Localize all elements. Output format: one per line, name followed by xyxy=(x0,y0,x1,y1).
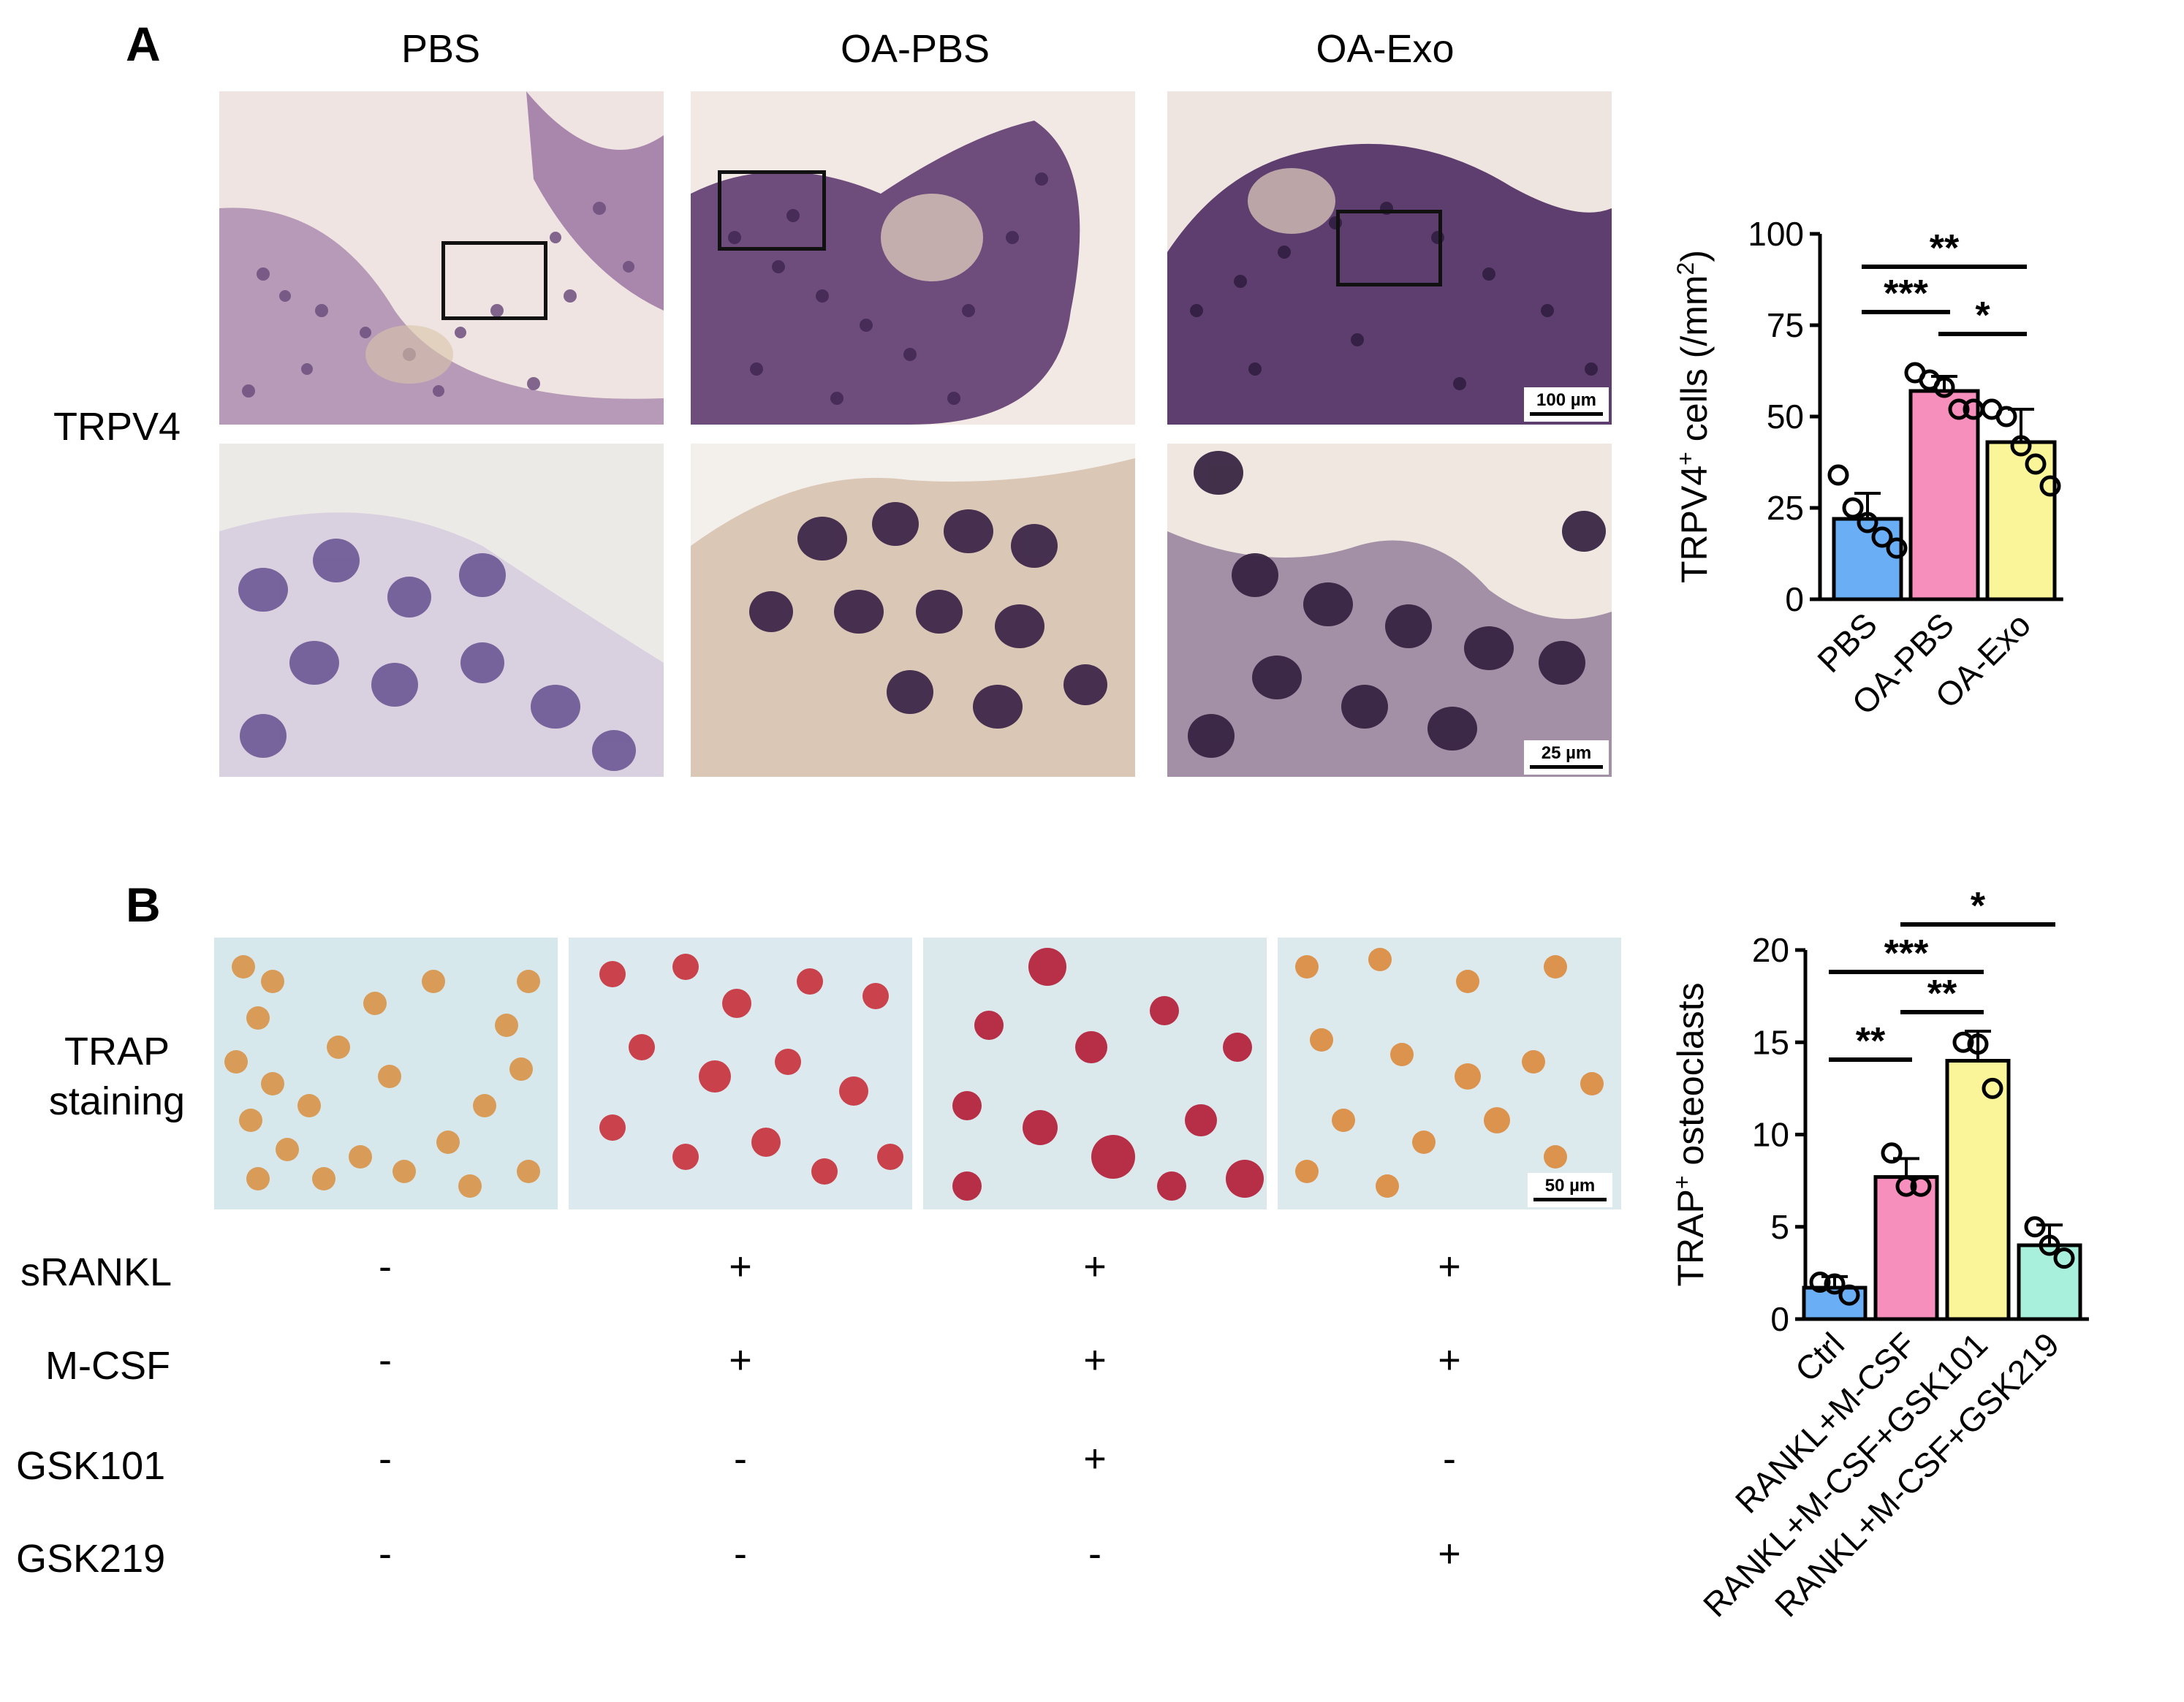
chartA-sig-label-2: * xyxy=(1975,295,1990,337)
chartB-point-1-2 xyxy=(1910,1175,1932,1197)
chartA-y-tick-label-3: 75 xyxy=(1767,306,1804,344)
chartA-y-axis-label: TRPV4+ cells (/mm2) xyxy=(1672,250,1715,583)
column-title-pbs: PBS xyxy=(401,27,481,71)
sign-mcsf-4: + xyxy=(1438,1338,1461,1382)
chartA-sig-label-0: ** xyxy=(1930,227,1960,270)
roi-box-pbs xyxy=(441,241,547,320)
micrograph-trap-ctrl xyxy=(214,938,558,1209)
chartA-point-2-3 xyxy=(2025,453,2047,475)
chartA-point-0-0 xyxy=(1827,464,1849,486)
sign-gsk219-2: - xyxy=(734,1532,747,1576)
chartA-bar-1 xyxy=(1908,389,1980,601)
chartB-point-2-0 xyxy=(1952,1031,1974,1053)
row-label-staining: staining xyxy=(48,1079,186,1123)
chartA-y-tick-label-2: 50 xyxy=(1767,398,1804,436)
scale-bar-25um: 25 µm xyxy=(1524,740,1609,775)
sign-gsk219-3: - xyxy=(1088,1532,1102,1576)
chartB-point-0-0 xyxy=(1809,1272,1831,1293)
chartB-sig-label-1: *** xyxy=(1884,932,1929,975)
chartA-sig-label-1: *** xyxy=(1884,273,1928,315)
micrograph-trpv4-pbs-low-mag xyxy=(219,91,664,425)
chartB-sig-label-0: * xyxy=(1971,888,1986,927)
chartB-point-3-2 xyxy=(2053,1247,2075,1269)
chartA-point-2-2 xyxy=(2010,435,2032,457)
chartB-point-1-1 xyxy=(1895,1175,1917,1197)
chartB-point-2-1 xyxy=(1967,1033,1989,1055)
scale-bar-50um-label: 50 µm xyxy=(1544,1176,1596,1196)
chartB-point-1-0 xyxy=(1881,1142,1903,1164)
chartA-point-0-2 xyxy=(1857,512,1878,533)
scale-bar-100um-line xyxy=(1530,412,1603,416)
scale-bar-50um-line xyxy=(1533,1198,1607,1201)
column-title-oa-pbs: OA-PBS xyxy=(840,27,990,71)
chartA-y-tick-label-1: 25 xyxy=(1767,489,1804,527)
chartB-y-tick-label-3: 15 xyxy=(1752,1023,1789,1061)
scale-bar-100um: 100 µm xyxy=(1524,387,1609,422)
sign-gsk219-1: - xyxy=(379,1532,392,1576)
chartB-y-tick-label-0: 0 xyxy=(1770,1300,1789,1338)
chartB-y-axis-label: TRAP+ osteoclasts xyxy=(1669,982,1711,1286)
chartA-point-0-4 xyxy=(1886,537,1908,559)
roi-box-oa-pbs xyxy=(718,170,826,251)
chartB-point-3-1 xyxy=(2039,1234,2060,1256)
sign-gsk101-1: - xyxy=(379,1437,392,1481)
row-label-trpv4: TRPV4 xyxy=(53,405,181,449)
row-label-trap-staining: TRAP staining xyxy=(29,1027,205,1126)
chartB-point-3-0 xyxy=(2024,1216,2046,1238)
chartB-sig-label-3: ** xyxy=(1856,1020,1886,1063)
chartA-point-0-1 xyxy=(1842,497,1864,519)
row-label-trap: TRAP xyxy=(64,1030,170,1074)
sign-mcsf-1: - xyxy=(379,1338,392,1382)
panel-a-letter: A xyxy=(126,17,161,71)
chartB-bar-1 xyxy=(1873,1175,1939,1321)
condition-label-mcsf: M-CSF xyxy=(45,1344,170,1388)
roi-box-oa-exo xyxy=(1336,210,1442,286)
condition-label-srankl: sRANKL xyxy=(20,1250,172,1294)
micrograph-trpv4-oa-pbs-high-mag xyxy=(691,444,1135,777)
chartB-point-0-1 xyxy=(1824,1273,1846,1295)
chartB-y-tick-label-2: 10 xyxy=(1752,1116,1789,1154)
chartA-point-2-4 xyxy=(2039,475,2061,497)
chartB-y-tick-label-4: 20 xyxy=(1752,931,1789,969)
micrograph-trpv4-pbs-high-mag xyxy=(219,444,664,777)
chartB-bar-3 xyxy=(2017,1243,2082,1321)
scale-bar-50um: 50 µm xyxy=(1528,1173,1612,1207)
condition-label-gsk101: GSK101 xyxy=(16,1444,166,1488)
column-title-oa-exo: OA-Exo xyxy=(1316,27,1455,71)
sign-srankl-3: + xyxy=(1083,1245,1107,1288)
condition-label-gsk219: GSK219 xyxy=(16,1537,166,1581)
sign-mcsf-3: + xyxy=(1083,1338,1107,1382)
scale-bar-25um-label: 25 µm xyxy=(1541,743,1592,763)
chartB-bar-2 xyxy=(1945,1059,2011,1321)
chartA-point-1-3 xyxy=(1948,398,1970,420)
sign-srankl-1: - xyxy=(379,1245,392,1288)
sign-srankl-2: + xyxy=(729,1245,752,1288)
micrograph-trap-gsk101 xyxy=(923,938,1267,1209)
scale-bar-100um-label: 100 µm xyxy=(1536,390,1596,410)
sign-gsk219-4: + xyxy=(1438,1532,1461,1576)
micrograph-trap-gsk219 xyxy=(1278,938,1621,1209)
chartA-y-tick-label-4: 100 xyxy=(1748,215,1804,253)
chartB-sig-label-2: ** xyxy=(1927,973,1957,1015)
scale-bar-25um-line xyxy=(1530,765,1603,769)
sign-gsk101-4: - xyxy=(1443,1437,1456,1481)
micrograph-trpv4-oa-exo-high-mag xyxy=(1167,444,1612,777)
sign-mcsf-2: + xyxy=(729,1338,752,1382)
micrograph-trpv4-oa-pbs-low-mag xyxy=(691,91,1135,425)
sign-gsk101-2: - xyxy=(734,1437,747,1481)
chartB-point-0-2 xyxy=(1838,1284,1860,1306)
panel-b-letter: B xyxy=(126,878,161,932)
sign-srankl-4: + xyxy=(1438,1245,1461,1288)
chartA-point-0-3 xyxy=(1871,526,1893,548)
chartA-point-2-1 xyxy=(1995,406,2017,428)
chartA-point-1-2 xyxy=(1933,376,1955,398)
chartB-point-2-2 xyxy=(1982,1077,2003,1099)
chartB-x-tick-label-2: RANKL+M-CSF+GSK101 xyxy=(1696,1325,1995,1624)
micrograph-trap-rankl-mcsf xyxy=(569,938,912,1209)
sign-gsk101-3: + xyxy=(1083,1437,1107,1481)
chartB-y-tick-label-1: 5 xyxy=(1770,1208,1789,1246)
chartA-y-tick-label-0: 0 xyxy=(1785,580,1804,618)
